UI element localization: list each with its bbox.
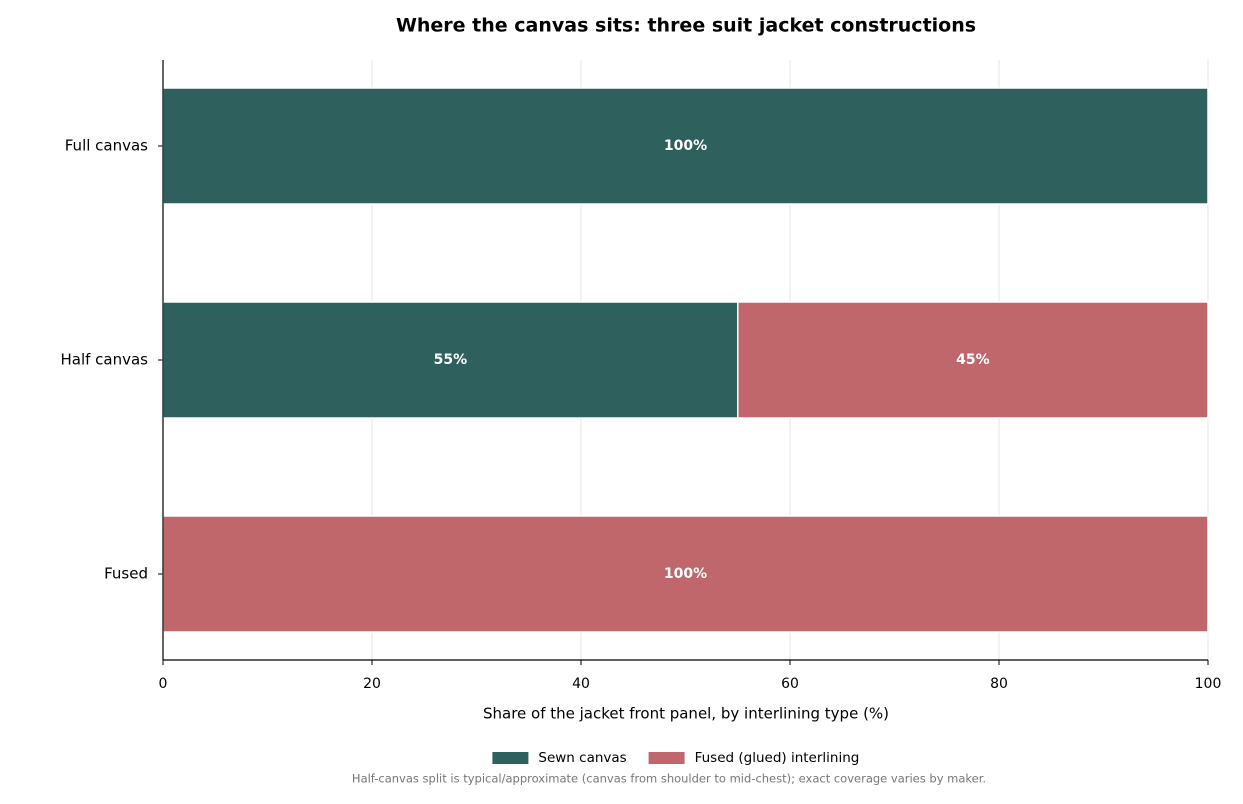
bar-segment	[162, 87, 1209, 205]
legend-label: Sewn canvas	[538, 750, 626, 766]
legend-label: Fused (glued) interlining	[695, 750, 860, 766]
x-tick-label: 80	[990, 676, 1008, 692]
bar-segment	[162, 515, 1209, 633]
x-axis-label: Share of the jacket front panel, by inte…	[483, 705, 889, 723]
x-tick-label: 60	[781, 676, 799, 692]
value-label: 55%	[434, 352, 468, 368]
footnote: Half-canvas split is typical/approximate…	[352, 772, 986, 786]
value-label: 100%	[664, 566, 707, 582]
x-tick-label: 20	[363, 676, 381, 692]
x-tick-label: 0	[159, 676, 168, 692]
y-tick-label: Half canvas	[60, 351, 148, 369]
bar-segment	[737, 301, 1209, 419]
y-tick-label: Fused	[104, 565, 148, 583]
x-tick-label: 100	[1195, 676, 1222, 692]
legend-swatch	[492, 752, 529, 764]
legend-swatch	[648, 752, 685, 764]
chart-title: Where the canvas sits: three suit jacket…	[396, 15, 976, 37]
x-tick-label: 40	[572, 676, 590, 692]
y-tick-label: Full canvas	[65, 137, 148, 155]
value-label: 45%	[956, 352, 990, 368]
value-label: 100%	[664, 138, 707, 154]
